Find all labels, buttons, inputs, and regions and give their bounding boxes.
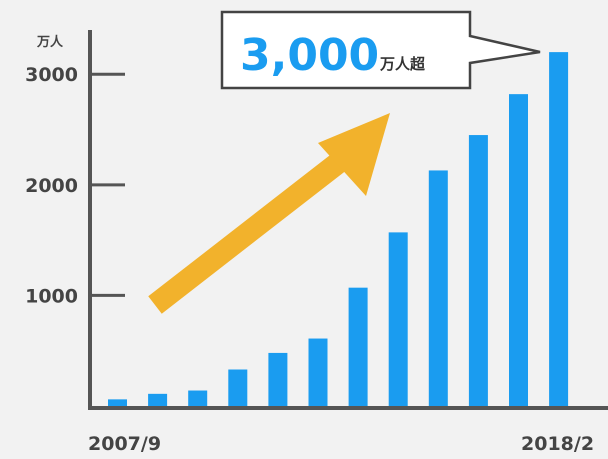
bar — [148, 393, 168, 406]
y-tick-label: 2000 — [25, 175, 78, 197]
bar — [228, 369, 248, 406]
x-axis-end-label: 2018/2 — [521, 433, 594, 455]
x-axis-start-label: 2007/9 — [88, 433, 161, 455]
bar — [388, 232, 408, 406]
y-tick-label: 3000 — [25, 64, 78, 86]
bar — [268, 352, 288, 406]
trend-arrow-icon — [148, 113, 390, 314]
callout-suffix: 万人超 — [379, 55, 426, 73]
callout-number: 3,000 — [240, 30, 379, 81]
bar — [468, 135, 488, 406]
bars — [108, 52, 569, 406]
bar — [348, 287, 368, 406]
bar — [509, 94, 528, 406]
y-tick-label: 1000 — [25, 285, 78, 307]
bar — [188, 390, 208, 406]
bar — [549, 52, 569, 406]
bar — [108, 399, 127, 406]
bar — [428, 170, 448, 406]
y-ticks: 3000 2000 1000 — [25, 64, 125, 307]
callout-box — [220, 10, 541, 90]
y-axis-unit-label: 万人 — [36, 34, 64, 50]
callout-annotation: 3,000 万人超 — [220, 10, 541, 90]
bar — [308, 338, 328, 406]
